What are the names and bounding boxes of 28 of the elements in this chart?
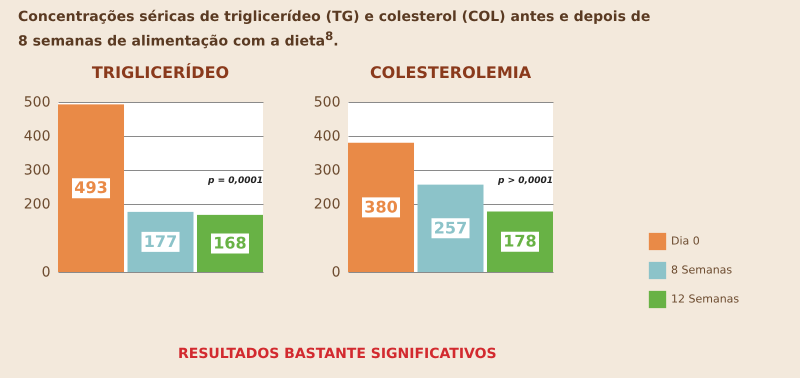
text: RESULTADOS BASTANTE SIGNIFICATIVOS <box>178 346 497 362</box>
text: Concentrações séricas de triglicerídeo (TG) e colesterol (COL) antes e depois de 8 semanas de alimentação com a dieta$^{8}$. <box>18 8 652 52</box>
y-tick-label: 400 <box>314 128 340 144</box>
y-tick-label: 400 <box>24 128 50 144</box>
data-label: 168 <box>213 233 247 252</box>
legend-label: 8 Semanas <box>671 264 732 276</box>
chart-title: COLESTEROLEMIA <box>370 63 532 82</box>
y-tick-label: 500 <box>314 94 340 110</box>
y-tick-label: 500 <box>24 94 50 110</box>
data-label: 178 <box>503 232 537 251</box>
bar <box>58 104 124 272</box>
data-label: 177 <box>144 232 178 251</box>
data-label: 257 <box>434 218 468 238</box>
bar <box>417 184 484 272</box>
y-tick-label: 200 <box>24 196 50 212</box>
y-tick-label: 300 <box>314 162 340 178</box>
data-label: 493 <box>74 178 108 198</box>
y-tick-label: 300 <box>24 162 50 178</box>
annotation: p = 0,0001 <box>207 176 263 186</box>
chart-title: TRIGLICERÍDEO <box>92 63 230 82</box>
y-tick-label: 200 <box>314 196 340 212</box>
legend-label: Dia 0 <box>671 234 700 248</box>
y-tick-label: 0 <box>332 264 340 280</box>
data-label: 380 <box>364 197 398 216</box>
y-tick-label: 0 <box>42 264 50 280</box>
legend-label: 12 Semanas <box>671 292 740 306</box>
annotation: p > 0,0001 <box>497 176 553 186</box>
bar <box>348 142 414 272</box>
